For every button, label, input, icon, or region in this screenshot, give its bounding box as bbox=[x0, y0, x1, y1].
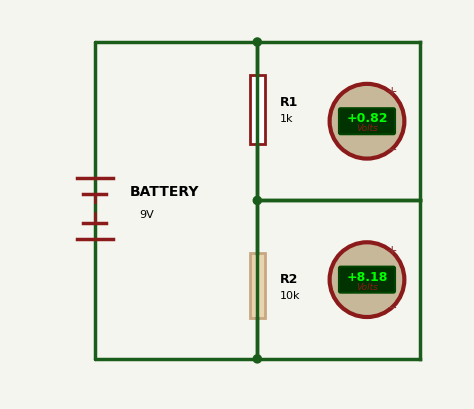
Circle shape bbox=[253, 196, 261, 204]
Circle shape bbox=[253, 355, 261, 363]
Text: −: − bbox=[387, 144, 397, 157]
Text: +: + bbox=[387, 85, 398, 99]
FancyBboxPatch shape bbox=[339, 267, 395, 293]
Text: +8.18: +8.18 bbox=[346, 271, 388, 284]
Circle shape bbox=[329, 242, 404, 317]
Text: 9V: 9V bbox=[139, 210, 154, 220]
Text: −: − bbox=[387, 302, 397, 315]
Text: BATTERY: BATTERY bbox=[129, 185, 199, 199]
Text: 1k: 1k bbox=[280, 114, 293, 124]
Bar bbox=[250, 253, 265, 318]
Text: 10k: 10k bbox=[280, 291, 300, 301]
Text: Volts: Volts bbox=[356, 283, 378, 292]
Bar bbox=[250, 74, 265, 144]
Text: +: + bbox=[387, 244, 398, 257]
Circle shape bbox=[329, 84, 404, 159]
FancyBboxPatch shape bbox=[339, 108, 395, 134]
Circle shape bbox=[253, 38, 261, 46]
Text: R2: R2 bbox=[280, 273, 298, 286]
Text: Volts: Volts bbox=[356, 124, 378, 133]
Text: +0.82: +0.82 bbox=[346, 112, 388, 125]
Text: R1: R1 bbox=[280, 97, 298, 110]
